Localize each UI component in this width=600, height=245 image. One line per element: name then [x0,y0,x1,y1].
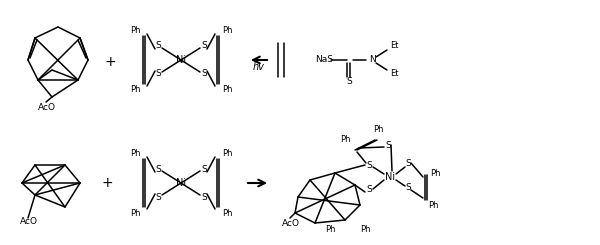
Text: S: S [201,70,207,78]
Text: S: S [155,41,161,50]
Text: AcO: AcO [282,219,300,228]
Text: Ph: Ph [340,135,350,145]
Text: Ph: Ph [222,26,232,36]
Text: S: S [366,161,372,171]
Text: S: S [155,70,161,78]
Text: Ni: Ni [385,172,395,182]
Text: Ni: Ni [176,55,186,65]
Text: Ph: Ph [428,200,438,209]
Text: Ph: Ph [430,169,440,177]
Text: S: S [201,164,207,173]
Text: +: + [101,176,113,190]
Text: +: + [104,55,116,69]
Text: Et: Et [390,69,398,77]
Text: Ph: Ph [222,148,232,158]
Text: Ph: Ph [325,225,335,234]
Text: Ph: Ph [130,26,140,36]
Text: Ph: Ph [130,208,140,218]
Text: Et: Et [390,41,398,50]
Text: Ph: Ph [222,85,232,94]
Text: S: S [405,184,411,193]
Text: hv: hv [253,62,265,72]
Text: S: S [155,193,161,201]
Text: S: S [366,185,372,195]
Text: Ph: Ph [373,125,383,135]
Text: Ph: Ph [130,85,140,94]
Text: Ph: Ph [222,208,232,218]
Text: S: S [155,164,161,173]
Text: S: S [405,159,411,169]
Text: S: S [346,77,352,86]
Text: Ni: Ni [176,178,186,188]
Text: AcO: AcO [38,102,56,111]
Text: S: S [385,140,391,149]
Text: Ph: Ph [360,225,370,234]
Text: NaS: NaS [315,56,333,64]
Text: N: N [368,56,376,64]
Text: Ph: Ph [130,148,140,158]
Text: AcO: AcO [20,218,38,226]
Text: S: S [201,41,207,50]
Text: S: S [201,193,207,201]
